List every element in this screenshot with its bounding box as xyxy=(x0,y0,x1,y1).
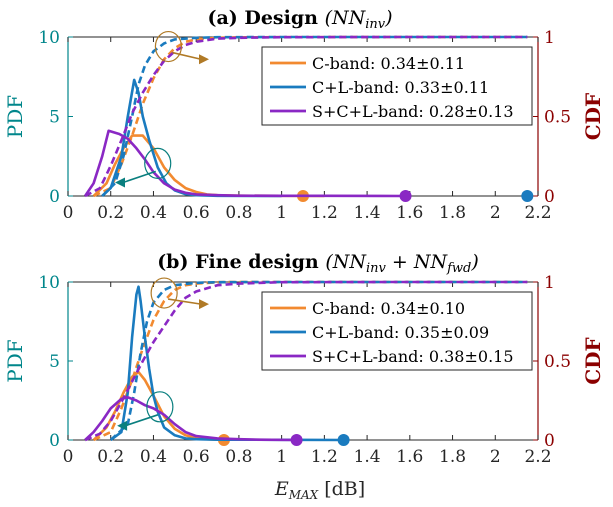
panel-b-xtick-label: 0.2 xyxy=(97,447,124,467)
panel-b-cdf-annotation-arrowhead xyxy=(199,299,209,310)
panel-b: 0 0.2 0.4 0.6 0.8 1 1.2 1.4 1.6 1.8 2 2.2051000.51P… xyxy=(3,273,605,467)
panel-b-ytick-right-label: 0.5 xyxy=(544,352,571,372)
panel-b-cdf-annotation-arrow xyxy=(168,298,202,305)
panel-a-series-s-c-l-band-cdf-line xyxy=(84,35,528,198)
panel-a-xtick-label: 2.2 xyxy=(524,203,551,223)
panel-b-title-mid: + NN xyxy=(386,251,449,273)
panel-b-ytick-left-label: 5 xyxy=(49,352,60,372)
panel-a-title: (a) Design (NNinv) xyxy=(207,7,392,32)
x-axis-label-sub: MAX xyxy=(288,488,319,502)
panel-a-ytick-left-label: 10 xyxy=(38,28,60,48)
panel-b-legend-entry: C-band: 0.34±0.10 xyxy=(312,299,465,318)
panel-b-cdf-annotation-ellipse xyxy=(150,277,178,309)
panel-a: 0 0.2 0.4 0.6 0.8 1 1.2 1.4 1.6 1.8 2 2.2051000.51P… xyxy=(3,28,605,223)
panel-b-ytick-left-label: 0 xyxy=(49,431,60,451)
panel-b-xtick-label: 1.2 xyxy=(311,447,338,467)
panel-b-xtick-label: 0 xyxy=(63,447,74,467)
panel-b-series-c-l-band-pdf-line xyxy=(109,285,346,442)
panel-a-xtick-label: 0.8 xyxy=(225,203,252,223)
panel-a-title-sub: inv xyxy=(365,17,386,32)
panel-b-series-s-c-l-band-pdf-line xyxy=(84,396,297,442)
panel-b-series-s-c-l-band-max-marker xyxy=(290,434,303,446)
x-axis-label-var: E xyxy=(274,478,289,500)
panel-a-ytick-right-label: 0.5 xyxy=(544,108,571,128)
panel-a-xtick-label: 1.4 xyxy=(354,203,381,223)
panel-b-y-left-label: PDF xyxy=(3,339,27,382)
panel-b-series-c-l-band-cdf-line xyxy=(109,280,528,441)
panel-b-xtick-label: 1.6 xyxy=(396,447,423,467)
panel-b-legend-entry: S+C+L-band: 0.38±0.15 xyxy=(312,347,514,366)
panel-a-series-c-band-pdf-line xyxy=(92,134,325,198)
panel-a-ytick-left-label: 0 xyxy=(49,187,60,207)
panel-a-pdf-annotation-arrow xyxy=(122,170,156,184)
panel-a-xtick-label: 1 xyxy=(276,203,287,223)
panel-a-xtick-label: 1.2 xyxy=(311,203,338,223)
panel-b-title: (b) Fine design (NNinv + NNfwd) xyxy=(157,251,479,276)
panel-a-ytick-right-label: 1 xyxy=(544,28,555,48)
panel-a-cdf-annotation-ellipse xyxy=(154,30,183,63)
panel-b-xtick-label: 2 xyxy=(490,447,501,467)
panel-a-cdf-annotation-arrowhead xyxy=(199,54,209,65)
panel-b-title-math: (NN xyxy=(325,251,367,273)
panel-b-pdf-annotation-arrow xyxy=(124,414,159,427)
panel-b-xtick-label: 1.8 xyxy=(439,447,466,467)
panel-b-ytick-right-label: 1 xyxy=(544,273,555,293)
panel-a-xtick-label: 1.8 xyxy=(439,203,466,223)
panel-a-pdf-annotation-arrowhead xyxy=(115,177,125,188)
panel-a-xtick-label: 0.6 xyxy=(183,203,210,223)
panel-b-xtick-label: 1 xyxy=(276,447,287,467)
panel-a-series-c-l-band-max-marker xyxy=(521,190,534,202)
panel-b-ytick-right-label: 0 xyxy=(544,431,555,451)
panel-a-series-s-c-l-band-max-marker xyxy=(399,190,412,202)
panel-b-xtick-label: 1.4 xyxy=(354,447,381,467)
panel-a-y-left-label: PDF xyxy=(3,95,27,138)
panel-b-xtick-label: 0.8 xyxy=(225,447,252,467)
panel-b-pdf-annotation-arrowhead xyxy=(117,420,128,431)
panel-b-series-c-l-band-max-marker xyxy=(337,434,350,446)
panel-a-xtick-label: 0 xyxy=(63,203,74,223)
panel-b-y-right-label: CDF xyxy=(581,337,605,384)
panel-b-title-end: ) xyxy=(470,251,478,273)
panel-a-legend-entry: S+C+L-band: 0.28±0.13 xyxy=(312,102,514,121)
panel-b-title-sub2: fwd xyxy=(446,261,471,276)
panel-b-ytick-left-label: 10 xyxy=(38,273,60,293)
panel-a-xtick-label: 2 xyxy=(490,203,501,223)
panel-a-series-s-c-l-band-pdf-line xyxy=(84,129,406,198)
panel-b-series-s-c-l-band-cdf-line xyxy=(84,280,528,442)
panel-a-xtick-label: 0.4 xyxy=(140,203,167,223)
x-axis-label-unit: [dB] xyxy=(324,478,365,500)
panel-a-legend-entry: C+L-band: 0.33±0.11 xyxy=(312,78,489,97)
panel-a-title-math: (NN xyxy=(325,7,367,29)
panel-b-xtick-label: 2.2 xyxy=(524,447,551,467)
panel-b-pdf-annotation-ellipse xyxy=(146,391,174,423)
panel-b-legend-entry: C+L-band: 0.35±0.09 xyxy=(312,323,489,342)
panel-a-pdf-annotation-ellipse xyxy=(144,147,172,180)
panel-a-legend-entry: C-band: 0.34±0.11 xyxy=(312,54,465,73)
panel-b-xtick-label: 0.6 xyxy=(183,447,210,467)
panel-a-legend-box xyxy=(261,46,533,126)
panel-a-series-c-l-band-cdf-line xyxy=(101,35,528,197)
panel-a-y-right-label: CDF xyxy=(581,93,605,140)
panel-a-ytick-left-label: 5 xyxy=(49,108,60,128)
panel-a-cdf-annotation-arrow xyxy=(172,51,202,61)
panel-a-xtick-label: 1.6 xyxy=(396,203,423,223)
panel-a-ytick-right-label: 0 xyxy=(544,187,555,207)
panel-a-title-text: (a) Design xyxy=(207,7,318,29)
panel-b-legend-box xyxy=(261,291,533,371)
panel-b-title-sub: inv xyxy=(366,261,387,276)
panel-a-title-end: ) xyxy=(384,7,392,29)
x-axis-label: EMAX [dB] xyxy=(274,478,365,502)
panel-b-title-text: (b) Fine design xyxy=(157,251,319,273)
panel-a-xtick-label: 0.2 xyxy=(97,203,124,223)
panel-b-series-c-band-cdf-line xyxy=(93,280,528,442)
panel-b-xtick-label: 0.4 xyxy=(140,447,167,467)
